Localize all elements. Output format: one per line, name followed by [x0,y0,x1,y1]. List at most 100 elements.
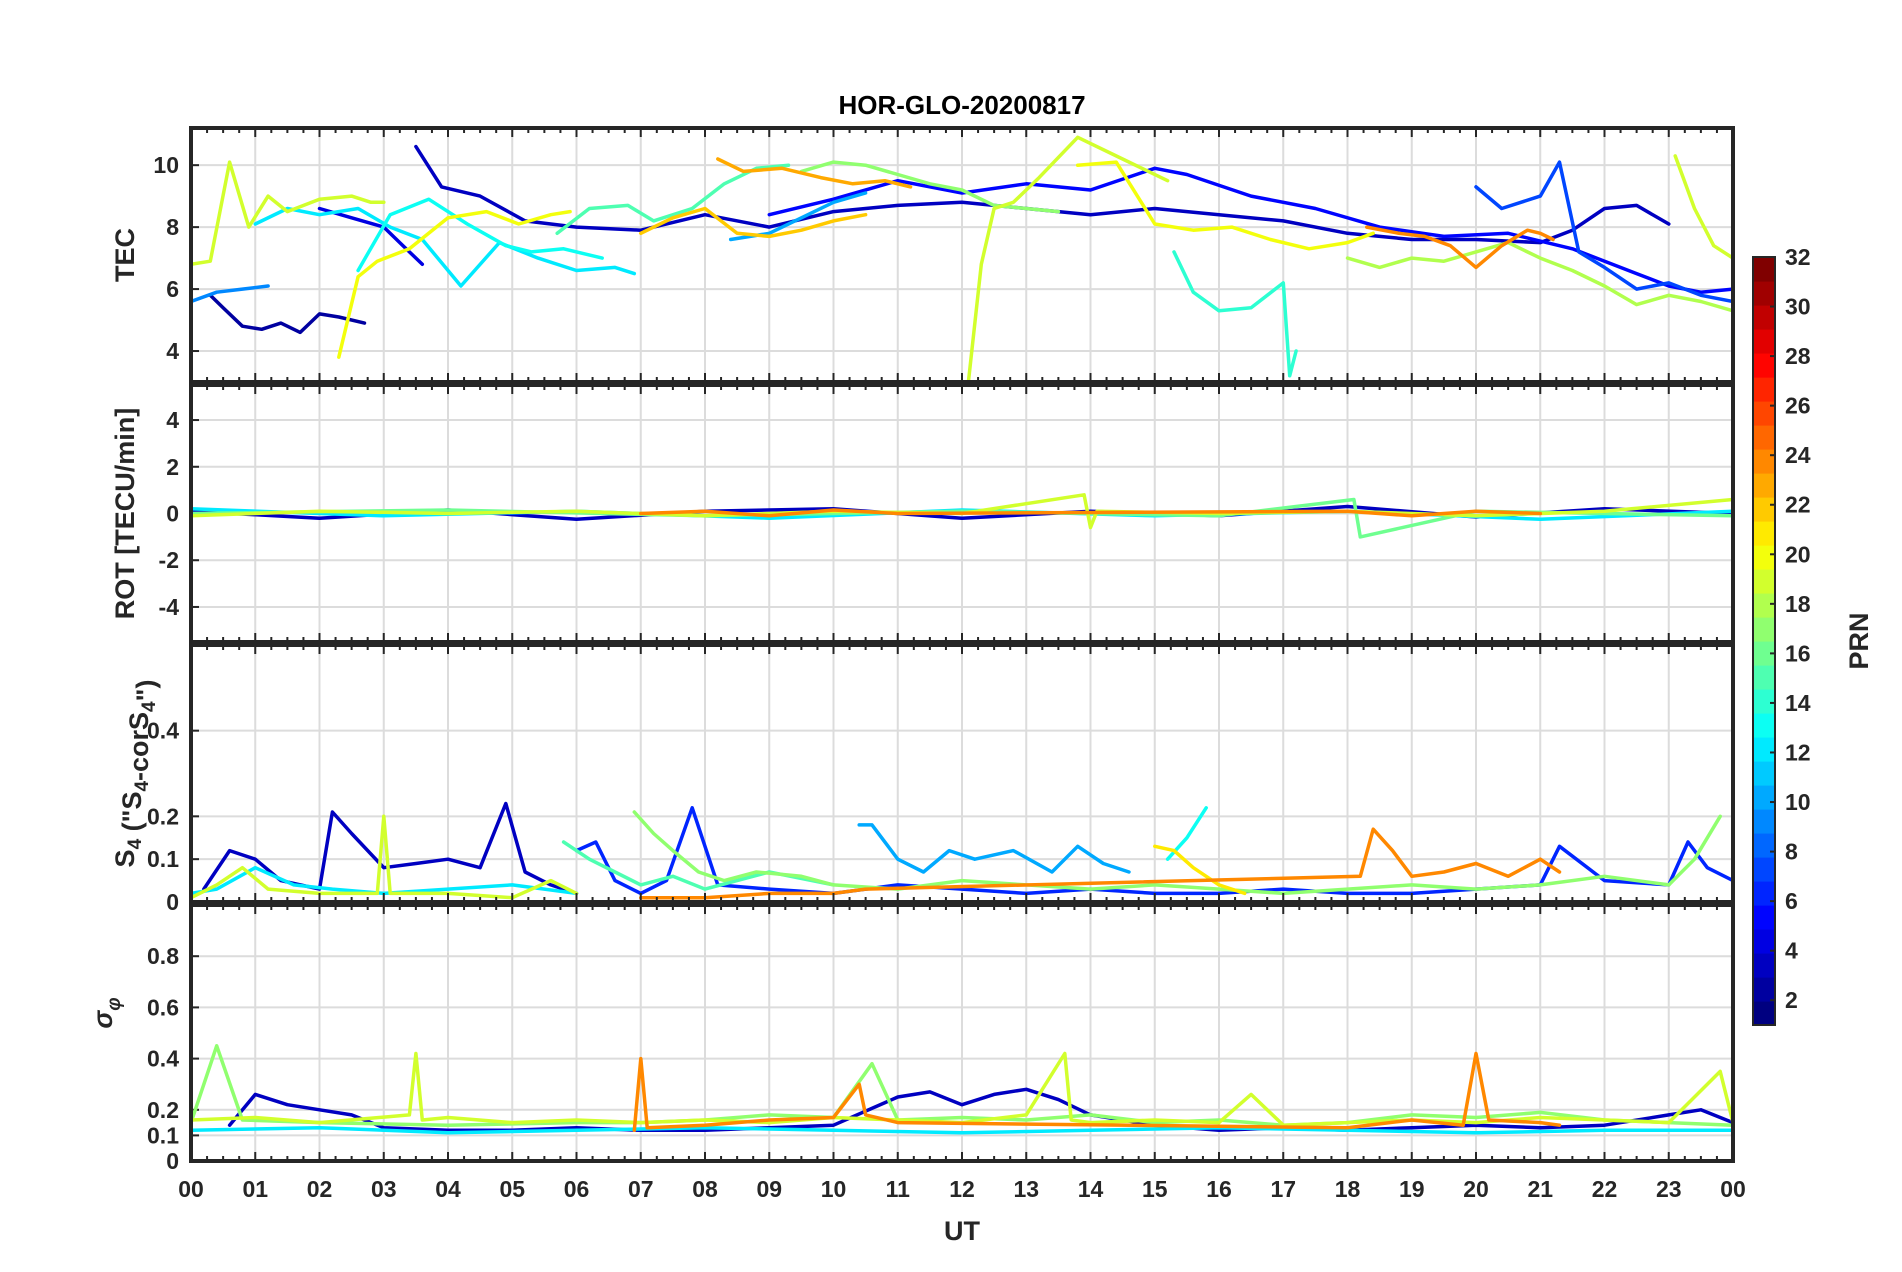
x-tick-label: 10 [821,1176,847,1202]
colorbar-tick-label: 16 [1785,640,1811,666]
colorbar-tick-label: 20 [1785,541,1811,567]
series-prn-19 [966,135,1170,382]
colorbar-tick-label: 12 [1785,739,1811,765]
series-prn-20 [1075,160,1375,251]
colorbar-segment [1753,473,1775,498]
colorbar-segment [1753,1001,1775,1026]
colorbar-tick-label: 28 [1785,343,1811,369]
series-prn-13 [356,197,604,273]
colorbar-segment [1753,425,1775,450]
series-group [191,493,1733,539]
panel-s4: 0 0.1 0.2 0.4S4 ("S4-corS4") [110,643,1735,915]
series-prn-24 [632,1051,1562,1133]
y-tick-label: 0.4 [147,1046,179,1072]
x-tick-label: 00 [1720,1176,1746,1202]
x-tick-label: 02 [307,1176,333,1202]
x-axis-ticks: 00 01 02 03 04 05 06 07 08 09 10 11 12 13 14 15 16 17 18 19… [178,1176,1746,1202]
panel-rot: -4 -2 0 2 4 ROT [TECU/min] [110,383,1735,644]
y-tick-label: 0.6 [147,994,179,1020]
series-prn-24 [1365,225,1555,270]
colorbar-segment [1753,593,1775,618]
x-tick-label: 07 [628,1176,654,1202]
colorbar-segment [1753,257,1775,282]
colorbar-segment [1753,401,1775,426]
x-tick-label: 00 [178,1176,204,1202]
colorbar-tick-label: 22 [1785,492,1811,518]
x-tick-label: 17 [1270,1176,1296,1202]
panel-frame [189,643,1735,904]
y-tick-label: 0.2 [147,1097,179,1123]
y-tick-label: 4 [166,407,179,433]
y-tick-label: 4 [166,338,179,364]
series-prn-12 [253,206,637,288]
x-tick-label: 06 [564,1176,590,1202]
x-tick-label: 11 [886,1176,911,1202]
series-prn-6 [574,806,1733,896]
y-tick-label: 2 [166,454,179,480]
series-prn-19 [191,160,386,267]
colorbar-segment [1753,281,1775,306]
colorbar-tick-label: 2 [1785,987,1798,1013]
colorbar-tick-label: 18 [1785,591,1811,617]
x-tick-label: 19 [1399,1176,1425,1202]
colorbar-segment [1753,497,1775,522]
colorbar-label: PRN [1844,612,1874,669]
x-tick-label: 18 [1335,1176,1361,1202]
y-axis-label: ROT [TECU/min] [110,408,140,619]
colorbar-frame [1752,256,1776,1026]
x-tick-label: 14 [1078,1176,1104,1202]
colorbar-segment [1753,785,1775,810]
series-group [191,801,1733,900]
series-prn-10 [857,823,1131,874]
colorbar-segment [1753,521,1775,546]
y-tick-label: 0 [166,1148,179,1174]
series-prn-12 [191,865,579,896]
x-axis-label: UT [944,1216,980,1246]
x-tick-label: 01 [242,1176,268,1202]
y-tick-label: 0.8 [147,943,179,969]
series-prn-15 [561,840,836,891]
x-tick-label: 04 [435,1176,461,1202]
x-tick-label: 23 [1656,1176,1682,1202]
y-tick-label: 8 [166,214,179,240]
x-tick-label: 12 [949,1176,975,1202]
y-axis-label: S4 ("S4-corS4") [110,680,161,868]
series-prn-7 [1474,160,1733,304]
y-tick-label: -2 [159,547,179,573]
series-prn-5 [767,166,1733,294]
colorbar-segment [1753,641,1775,666]
colorbar-tick-label: 8 [1785,839,1798,865]
colorbar-tick-label: 14 [1785,690,1811,716]
y-tick-label: 0.4 [147,718,179,744]
series-prn-14 [1172,250,1298,378]
colorbar-segment [1753,713,1775,738]
series-prn-3 [202,801,579,896]
x-tick-label: 21 [1527,1176,1553,1202]
x-tick-label: 05 [499,1176,525,1202]
colorbar-segment [1753,569,1775,594]
series-prn-23 [716,157,913,189]
x-tick-label: 03 [371,1176,397,1202]
x-tick-label: 09 [756,1176,782,1202]
x-tick-label: 13 [1013,1176,1039,1202]
x-tick-label: 15 [1142,1176,1168,1202]
series-prn-12 [191,1125,1733,1135]
x-tick-label: 22 [1592,1176,1618,1202]
colorbar-segment [1753,953,1775,978]
series-prn-19 [1673,154,1733,260]
colorbar-segment [1753,665,1775,690]
colorbar-segment [1753,449,1775,474]
colorbar-tick-label: 10 [1785,789,1811,815]
colorbar-tick-label: 24 [1785,442,1811,468]
y-tick-label: 10 [153,152,179,178]
y-tick-label: 0 [166,501,179,527]
x-tick-label: 08 [692,1176,718,1202]
series-prn-19 [191,1051,1733,1127]
colorbar-segment [1753,617,1775,642]
series-prn-17 [799,160,1061,214]
y-axis-label: TEC [110,228,140,282]
series-prn-22 [639,206,868,239]
series-group [191,135,1733,382]
